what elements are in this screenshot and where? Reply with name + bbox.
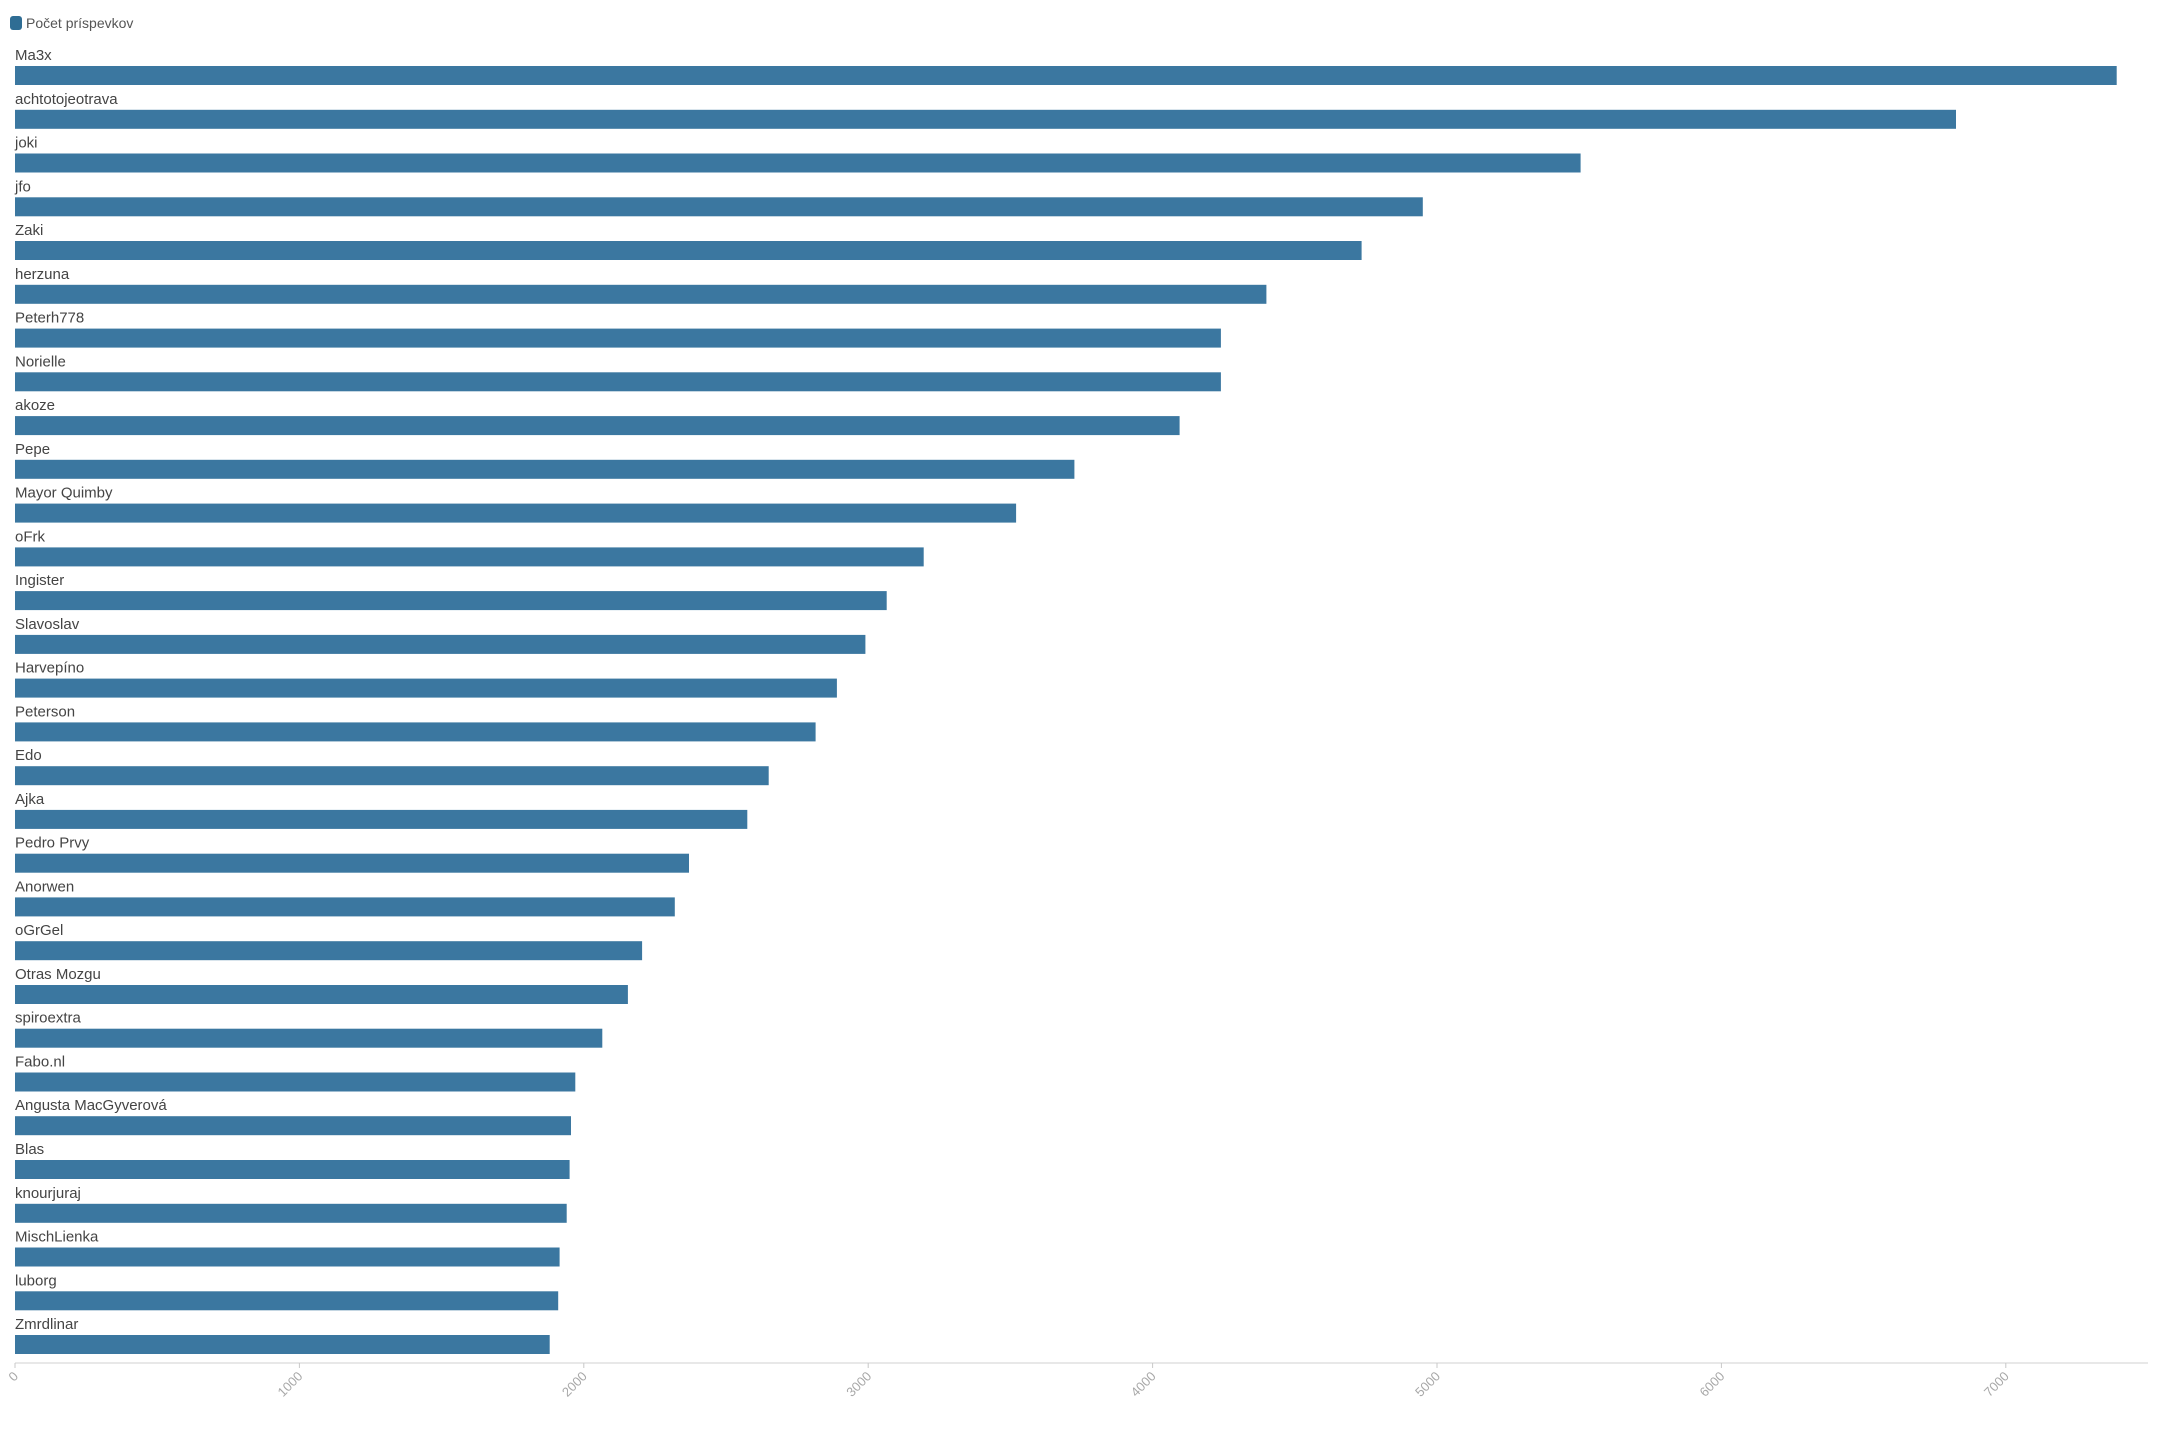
category-label: oFrk: [15, 528, 46, 545]
category-label: Harvepíno: [15, 660, 84, 677]
category-label: Ma3x: [15, 47, 52, 64]
category-label: jfo: [14, 178, 31, 195]
category-label: Angusta MacGyverová: [15, 1097, 167, 1114]
category-label: Ajka: [15, 791, 45, 808]
category-label: Peterson: [15, 703, 75, 720]
x-tick-label: 4000: [1128, 1369, 1159, 1400]
category-label: Peterh778: [15, 310, 84, 327]
bar[interactable]: [15, 853, 689, 873]
legend-label: Počet príspevkov: [26, 15, 133, 31]
bar[interactable]: [15, 722, 816, 742]
x-tick-label: 3000: [843, 1369, 874, 1400]
x-tick-label: 6000: [1696, 1369, 1727, 1400]
category-label: achtotojeotrava: [15, 91, 118, 108]
bar[interactable]: [15, 328, 1221, 348]
category-label: Pedro Prvy: [15, 835, 90, 852]
category-label: Otras Mozgu: [15, 966, 101, 983]
category-label: Zmrdlinar: [15, 1316, 78, 1333]
category-label: Zaki: [15, 222, 43, 239]
category-label: Pepe: [15, 441, 50, 458]
bar[interactable]: [15, 591, 887, 611]
bar[interactable]: [15, 1028, 603, 1048]
category-label: spiroextra: [15, 1010, 82, 1027]
bar[interactable]: [15, 1291, 559, 1311]
bar[interactable]: [15, 1160, 570, 1179]
plot-area: Ma3x achtotojeotrava joki jfo Zaki herzuna Pet…: [14, 47, 2117, 1354]
category-label: joki: [14, 135, 38, 152]
x-tick-label: 5000: [1412, 1369, 1443, 1400]
bar[interactable]: [15, 372, 1221, 392]
bar[interactable]: [15, 459, 1075, 479]
bar[interactable]: [15, 941, 643, 961]
category-label: Edo: [15, 747, 42, 764]
bar[interactable]: [15, 1072, 576, 1092]
bar[interactable]: [15, 1335, 550, 1354]
category-label: luborg: [15, 1272, 57, 1289]
bar[interactable]: [15, 241, 1362, 260]
category-label: akoze: [15, 397, 55, 414]
category-label: Mayor Quimby: [15, 485, 113, 502]
x-tick-label: 7000: [1981, 1369, 2012, 1400]
x-tick-label: 2000: [559, 1369, 590, 1400]
category-label: Slavoslav: [15, 616, 80, 633]
category-label: herzuna: [15, 266, 70, 283]
bar[interactable]: [15, 634, 866, 654]
x-tick-label: 0: [5, 1369, 21, 1385]
category-label: Anorwen: [15, 878, 74, 895]
bar[interactable]: [15, 985, 628, 1004]
category-label: oGrGel: [15, 922, 63, 939]
category-label: MischLienka: [15, 1229, 99, 1246]
bar[interactable]: [15, 416, 1180, 436]
legend-swatch: [10, 16, 22, 30]
bar[interactable]: [15, 897, 675, 917]
category-label: Fabo.nl: [15, 1054, 65, 1071]
bar[interactable]: [15, 66, 2117, 85]
bar[interactable]: [15, 1247, 560, 1267]
bar[interactable]: [15, 503, 1017, 523]
x-axis: 0 1000 2000 3000 4000 5000 6000 7000: [5, 1362, 2148, 1400]
bar[interactable]: [15, 1203, 567, 1223]
category-label: Norielle: [15, 353, 66, 370]
bar[interactable]: [15, 1116, 571, 1136]
bar[interactable]: [15, 809, 748, 829]
category-label: knourjuraj: [15, 1185, 81, 1202]
bar[interactable]: [15, 153, 1581, 173]
category-label: Ingister: [15, 572, 64, 589]
bar[interactable]: [15, 766, 769, 786]
bar[interactable]: [15, 547, 924, 567]
bar[interactable]: [15, 678, 837, 698]
x-tick-label: 1000: [274, 1369, 305, 1400]
bar[interactable]: [15, 109, 1956, 129]
bar[interactable]: [15, 197, 1423, 217]
bar[interactable]: [15, 284, 1267, 304]
category-label: Blas: [15, 1141, 44, 1158]
legend: Počet príspevkov: [10, 15, 133, 31]
